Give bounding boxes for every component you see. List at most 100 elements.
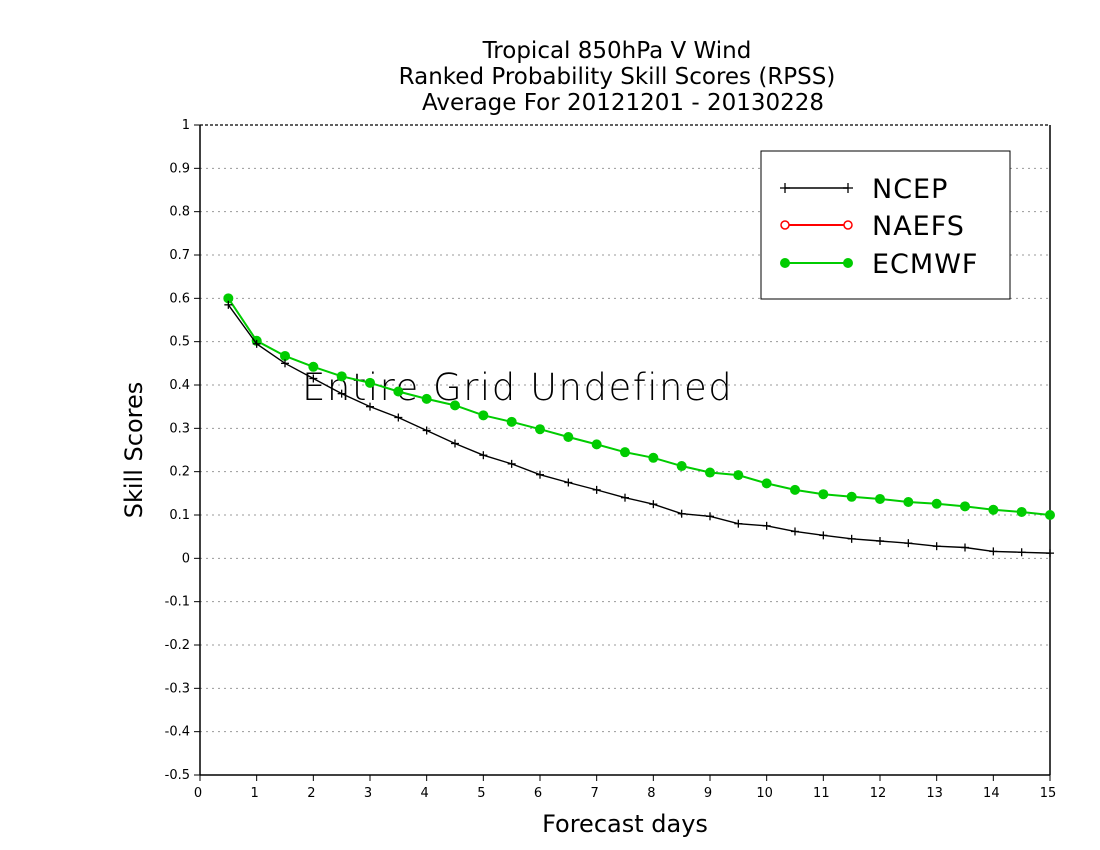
point-ecmwf xyxy=(563,432,574,442)
point-ecmwf xyxy=(761,478,772,489)
point-ecmwf xyxy=(450,400,460,411)
legend-label-ncep: NCEP xyxy=(872,174,948,205)
point-ncep xyxy=(762,521,771,530)
point-ecmwf xyxy=(931,498,942,509)
x-tick-label: 6 xyxy=(534,786,542,801)
point-ncep xyxy=(734,519,743,528)
point-ncep xyxy=(621,493,629,502)
point-ncep xyxy=(706,512,714,521)
x-tick-label: 5 xyxy=(477,786,485,801)
y-tick-label: -0.4 xyxy=(165,725,190,740)
point-ecmwf xyxy=(705,467,715,478)
point-ncep xyxy=(536,470,544,479)
x-tick-label: 3 xyxy=(364,786,372,801)
point-ncep xyxy=(564,478,573,487)
y-tick-label: 0.6 xyxy=(169,291,190,306)
chart-title-line-3: Average For 20121201 - 20130228 xyxy=(422,90,824,116)
point-ncep xyxy=(592,485,601,494)
point-ecmwf xyxy=(790,484,800,495)
point-ncep xyxy=(961,543,969,552)
series-layer xyxy=(223,293,1055,558)
point-ecmwf xyxy=(421,393,432,404)
x-tick-label: 15 xyxy=(1040,786,1057,801)
y-tick-label: -0.3 xyxy=(165,681,190,696)
point-ecmwf xyxy=(960,501,970,512)
x-tick-label: 10 xyxy=(756,786,773,801)
x-tick-label: 14 xyxy=(983,786,1000,801)
y-tick-label: 0.3 xyxy=(169,421,190,436)
x-axis-title: Forecast days xyxy=(542,810,708,838)
legend-item-ncep: NCEP xyxy=(780,174,948,205)
legend-label-ecmwf: ECMWF xyxy=(872,249,978,280)
x-tick-label: 8 xyxy=(647,786,655,801)
point-ncep xyxy=(252,339,261,348)
y-tick-label: 1 xyxy=(182,118,190,133)
point-ecmwf xyxy=(620,447,630,458)
point-ncep xyxy=(479,451,488,460)
point-naefs xyxy=(780,220,790,230)
point-ncep xyxy=(791,527,799,536)
point-ecmwf xyxy=(780,258,790,268)
y-tick-label: -0.1 xyxy=(165,595,190,610)
point-ncep xyxy=(451,439,459,448)
point-ncep xyxy=(1017,548,1026,557)
point-ecmwf xyxy=(1016,506,1027,517)
point-ecmwf xyxy=(506,416,517,427)
y-tick-label: 0 xyxy=(182,551,190,566)
point-ncep xyxy=(843,183,853,193)
legend: NCEP NAEFS ECMWF xyxy=(760,150,1011,300)
point-ecmwf xyxy=(308,361,319,372)
legend-label-naefs: NAEFS xyxy=(872,211,965,242)
point-ecmwf xyxy=(535,424,545,435)
x-tick-label: 11 xyxy=(813,786,830,801)
point-ecmwf xyxy=(365,377,375,388)
point-ncep xyxy=(904,539,913,548)
point-ncep xyxy=(394,413,403,422)
point-ncep xyxy=(337,389,346,398)
point-ecmwf xyxy=(223,293,234,304)
y-tick-label: 0.4 xyxy=(169,378,190,393)
point-ecmwf xyxy=(478,410,489,421)
point-ecmwf xyxy=(843,258,853,268)
point-ncep xyxy=(507,459,516,468)
point-ncep xyxy=(780,183,790,193)
undefined-grid-annotation: Entire Grid Undefined xyxy=(302,366,733,409)
point-ncep xyxy=(1046,549,1054,558)
point-ncep xyxy=(677,509,686,518)
y-tick-label: 0.9 xyxy=(169,161,190,176)
point-naefs xyxy=(843,220,853,230)
point-ecmwf xyxy=(1045,510,1055,520)
point-ncep xyxy=(819,531,828,540)
x-tick-label: 0 xyxy=(194,786,202,801)
point-ecmwf xyxy=(676,461,687,472)
point-ncep xyxy=(932,542,941,551)
point-ecmwf xyxy=(903,497,914,507)
point-ecmwf xyxy=(818,489,829,500)
y-tick-label: 0.7 xyxy=(169,248,190,263)
point-ecmwf xyxy=(988,504,999,515)
y-tick-label: 0.5 xyxy=(169,335,190,350)
point-ecmwf xyxy=(648,452,659,463)
series-ncep xyxy=(224,300,1054,558)
legend-item-ecmwf: ECMWF xyxy=(780,249,978,280)
point-ecmwf xyxy=(591,439,602,450)
point-ecmwf xyxy=(393,386,404,397)
point-ncep xyxy=(309,374,318,383)
point-ecmwf xyxy=(846,491,857,502)
x-tick-label: 13 xyxy=(926,786,943,801)
y-tick-label: -0.2 xyxy=(165,638,190,653)
point-ncep xyxy=(649,500,658,509)
x-tick-label: 2 xyxy=(307,786,315,801)
point-ecmwf xyxy=(280,350,290,361)
tick-labels: -0.5 -0.4 -0.3 -0.2 -0.1 0 0.1 0.2 0.3 0.4 0.5 0.6 0… xyxy=(165,118,1057,801)
x-tick-label: 9 xyxy=(704,786,712,801)
point-ncep xyxy=(281,359,289,368)
point-ncep xyxy=(422,426,431,435)
legend-item-naefs: NAEFS xyxy=(780,211,965,242)
y-tick-label: 0.2 xyxy=(169,465,190,480)
point-ecmwf xyxy=(875,493,885,504)
point-ncep xyxy=(989,547,998,556)
y-tick-label: 0.8 xyxy=(169,205,190,220)
axes xyxy=(194,124,1051,781)
